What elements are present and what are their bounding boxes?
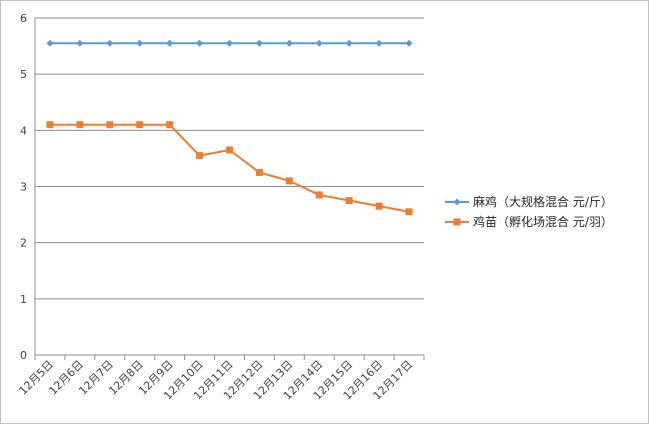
data-point-diamond — [375, 39, 383, 47]
data-point-diamond — [255, 39, 263, 47]
data-point-diamond — [345, 39, 353, 47]
axes — [34, 18, 425, 360]
data-point-square — [345, 197, 353, 205]
y-tick-label: 2 — [20, 237, 27, 250]
y-tick-label: 0 — [20, 349, 27, 362]
data-point-square — [375, 202, 383, 210]
legend-marker-diamond — [453, 198, 461, 206]
data-point-square — [285, 177, 293, 185]
y-axis-tick-labels: 0 1 2 3 4 5 6 — [20, 12, 27, 362]
data-point-diamond — [76, 39, 84, 47]
data-point-diamond — [315, 39, 323, 47]
y-tick-label: 4 — [20, 124, 27, 137]
x-axis-tick-labels: 12月5日12月6日12月7日12月8日12月9日12月10日12月11日12月… — [16, 358, 415, 403]
data-point-square — [255, 168, 263, 176]
y-tick-label: 5 — [20, 68, 27, 81]
data-point-diamond — [136, 39, 144, 47]
data-point-square — [106, 121, 114, 129]
data-point-diamond — [196, 39, 204, 47]
legend-label-2: 鸡苗（孵化场混合 元/羽） — [473, 214, 613, 229]
data-point-diamond — [46, 39, 54, 47]
y-tick-label: 1 — [20, 293, 27, 306]
data-point-square — [196, 152, 204, 160]
series-layer — [46, 39, 413, 216]
data-point-square — [166, 121, 174, 129]
series-line-2 — [49, 123, 410, 213]
data-point-square — [76, 121, 84, 129]
data-point-diamond — [226, 39, 233, 47]
data-point-diamond — [405, 39, 413, 47]
data-point-diamond — [106, 39, 114, 47]
legend-label-1: 麻鸡（大规格混合 元/斤） — [473, 194, 613, 209]
data-point-diamond — [166, 39, 174, 47]
data-point-square — [46, 121, 54, 129]
data-point-diamond — [285, 39, 293, 47]
data-point-square — [315, 191, 323, 199]
data-point-square — [405, 208, 413, 216]
data-point-square — [136, 121, 144, 129]
legend-marker-square — [453, 218, 461, 226]
legend: 麻鸡（大规格混合 元/斤） 鸡苗（孵化场混合 元/羽） — [445, 194, 613, 229]
y-tick-label: 6 — [20, 12, 27, 25]
gridlines — [35, 17, 424, 300]
data-point-square — [226, 146, 233, 154]
y-tick-label: 3 — [20, 181, 27, 194]
